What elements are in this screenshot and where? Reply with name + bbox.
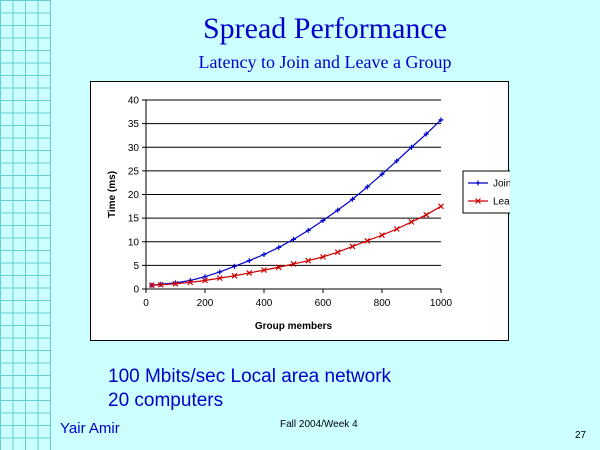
x-tick-label: 200 (197, 298, 214, 309)
data-point-leave (290, 261, 297, 267)
author-footer: Yair Amir (60, 420, 120, 437)
data-point-leave (408, 218, 415, 225)
y-tick-label: 30 (128, 143, 140, 154)
data-point-join (438, 117, 444, 123)
y-tick-label: 5 (133, 261, 139, 272)
data-point-join (217, 269, 223, 275)
data-point-leave (148, 282, 155, 289)
x-tick-label: 600 (315, 298, 332, 309)
series-line-join (151, 119, 442, 286)
y-tick-label: 40 (128, 96, 140, 107)
data-point-leave (364, 237, 371, 244)
data-point-leave (349, 243, 356, 250)
data-point-leave (231, 272, 238, 279)
slide-subtitle: Latency to Join and Leave a Group (198, 52, 452, 72)
legend-marker-leave (475, 198, 481, 204)
data-point-leave (202, 277, 208, 284)
computers-note: 20 computers (108, 390, 224, 411)
x-tick-label: 800 (374, 298, 391, 309)
y-tick-label: 0 (133, 285, 139, 296)
data-point-leave (438, 203, 444, 210)
data-point-join (246, 258, 252, 264)
data-point-join (232, 263, 237, 269)
data-point-leave (261, 267, 267, 274)
data-point-leave (305, 257, 312, 264)
slide-title: Spread Performance (202, 12, 448, 45)
course-footer: Fall 2004/Week 4 (280, 419, 358, 430)
data-point-leave (393, 226, 400, 232)
legend-marker-join (475, 180, 481, 186)
y-tick-label: 10 (128, 237, 140, 248)
data-point-leave (379, 232, 385, 239)
data-point-join (409, 144, 414, 150)
legend-label-leave: Leave (493, 197, 510, 208)
x-axis-title: Group members (255, 321, 333, 332)
y-tick-label: 25 (128, 166, 140, 177)
data-point-leave (157, 281, 164, 288)
y-axis-title: Time (ms) (107, 171, 118, 218)
page-number: 27 (575, 430, 587, 441)
x-tick-label: 400 (256, 298, 273, 309)
x-tick-label: 1000 (430, 298, 453, 309)
data-point-leave (246, 270, 253, 276)
y-tick-label: 35 (128, 119, 140, 130)
data-point-leave (320, 253, 326, 260)
data-point-join (350, 196, 355, 202)
data-point-join (261, 252, 267, 258)
y-tick-label: 20 (128, 190, 140, 201)
data-point-leave (216, 275, 223, 282)
data-point-join (291, 236, 296, 242)
legend-box (462, 170, 510, 214)
data-point-leave (275, 264, 282, 271)
data-point-join (379, 171, 385, 177)
data-point-join (320, 217, 326, 223)
decorative-grid (0, 0, 51, 450)
x-tick-label: 0 (143, 298, 149, 309)
network-note: 100 Mbits/sec Local area network (108, 366, 392, 387)
data-point-leave (187, 279, 194, 286)
data-point-join (202, 274, 208, 280)
legend-label-join: Join (493, 179, 510, 190)
data-point-leave (334, 249, 341, 256)
data-point-join (394, 158, 400, 164)
chart-container: 0 5 10 15 20 25 30 35 40 0 200 400 600 800 1000 Group m… (90, 81, 510, 341)
data-point-join (305, 227, 311, 233)
y-tick-label: 15 (128, 214, 140, 225)
data-point-leave (172, 280, 179, 287)
data-point-join (364, 184, 370, 190)
data-point-leave (423, 211, 430, 218)
data-point-join (335, 207, 341, 213)
data-point-join (423, 131, 429, 137)
data-point-join (276, 244, 282, 250)
